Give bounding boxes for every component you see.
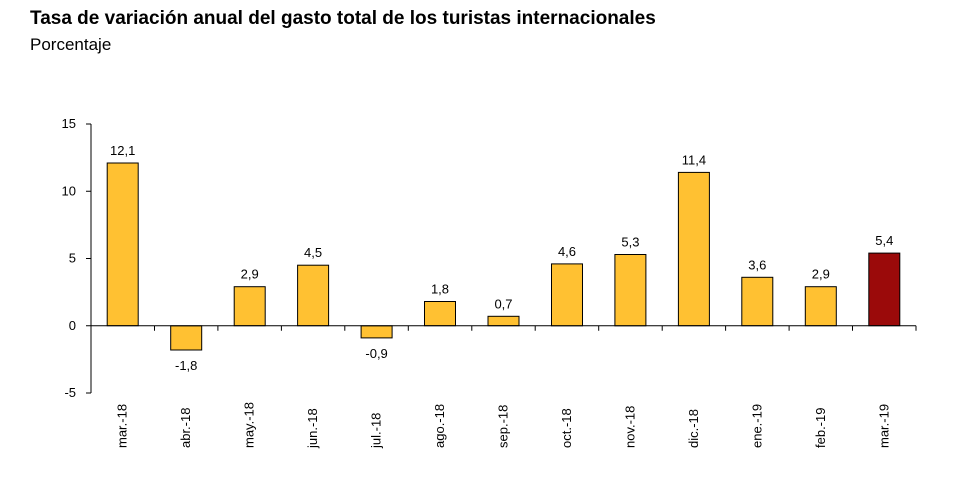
bar-sep.-18 — [487, 315, 520, 327]
y-tick-label: -5 — [64, 385, 76, 400]
data-label: 1,8 — [431, 282, 449, 297]
bar-ene.-19 — [741, 276, 774, 327]
x-tick-label: ago.-18 — [432, 404, 447, 448]
bar-jul.-18 — [360, 325, 393, 339]
data-label: 4,6 — [558, 244, 576, 259]
bar-jun.-18 — [297, 264, 330, 327]
data-label: 12,1 — [110, 143, 135, 158]
data-label: -0,9 — [365, 346, 387, 361]
y-tick-label: 15 — [62, 116, 76, 131]
x-tick-label: feb.-19 — [813, 408, 828, 448]
x-tick-label: ene.-19 — [749, 404, 764, 448]
y-tick-label: 10 — [62, 183, 76, 198]
bar-mar.-19 — [868, 252, 901, 327]
x-tick-label: dic.-18 — [686, 409, 701, 448]
y-axis: -5 0 5 10 15 — [62, 116, 92, 400]
bar-may.-18 — [233, 286, 266, 327]
chart-title: Tasa de variación anual del gasto total … — [30, 8, 656, 29]
x-tick-label: may.-18 — [242, 402, 257, 448]
bar-ago.-18 — [424, 301, 456, 327]
data-label: 5,4 — [875, 233, 893, 248]
x-tick-label: sep.-18 — [496, 405, 511, 448]
x-axis: mar.-18 abr.-18 may.-18 jun.-18 jul.-18 ago.-… — [91, 325, 917, 449]
bar-nov.-18 — [614, 254, 647, 327]
y-tick-label: 5 — [69, 251, 76, 266]
bar-dic.-18 — [677, 171, 710, 327]
data-label: 0,7 — [494, 296, 512, 311]
data-labels: 12,1 -1,8 2,9 4,5 -0,9 1,8 0,7 4,6 5,3 11,4 3,6 2,9… — [110, 143, 893, 373]
x-tick-label: jun.-18 — [305, 408, 320, 449]
x-tick-label: jul.-18 — [369, 413, 384, 449]
chart-subtitle: Porcentaje — [30, 35, 112, 54]
x-tick-label: abr.-18 — [178, 408, 193, 448]
x-tick-label: oct.-18 — [559, 408, 574, 448]
x-tick-label: mar.-18 — [115, 404, 130, 448]
data-label: 11,4 — [682, 152, 706, 167]
bar-abr.-18 — [170, 325, 203, 351]
bars — [106, 162, 901, 351]
data-label: -1,8 — [175, 358, 197, 373]
bar-oct.-18 — [551, 263, 583, 327]
data-label: 2,9 — [812, 267, 830, 282]
data-label: 5,3 — [621, 235, 639, 250]
y-tick-label: 0 — [69, 318, 76, 333]
data-label: 3,6 — [748, 257, 766, 272]
x-tick-label: nov.-18 — [622, 406, 637, 448]
bar-feb.-19 — [804, 286, 837, 327]
x-tick-label: mar.-19 — [876, 404, 891, 448]
data-label: 4,5 — [304, 245, 322, 260]
data-label: 2,9 — [241, 267, 259, 282]
bar-mar.-18 — [106, 162, 139, 327]
